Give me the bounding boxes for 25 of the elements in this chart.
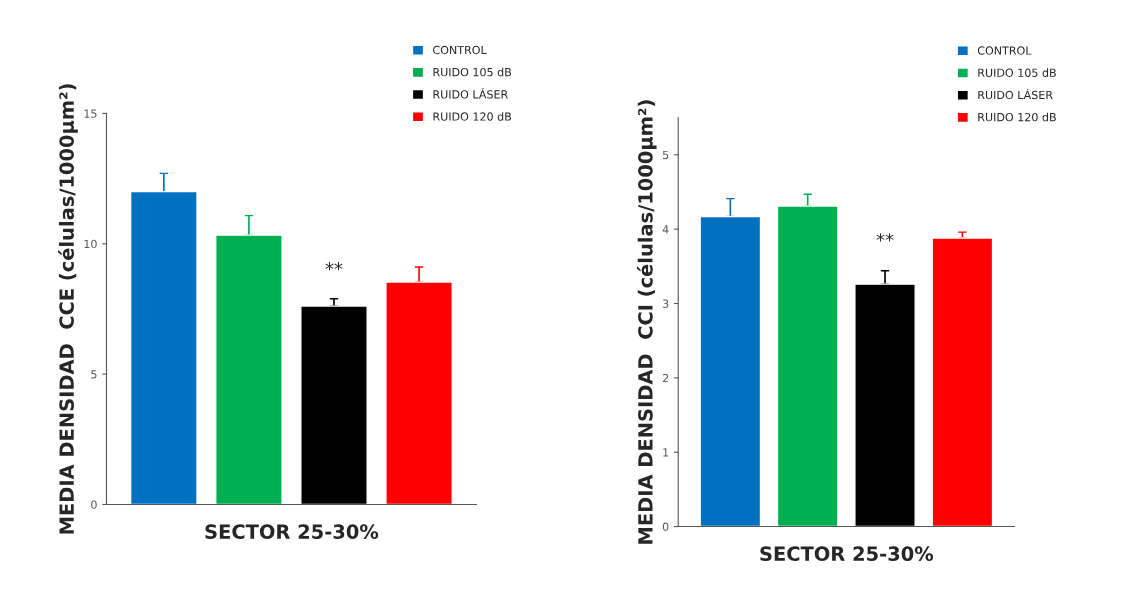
y-tick-label: 1	[663, 448, 669, 457]
legend-label: RUIDO LÁSER	[978, 88, 1053, 100]
y-axis-title: MEDIA DENSIDAD CCE (células/1000µm²)	[58, 84, 78, 534]
legend-label: CONTROL	[433, 45, 487, 55]
y-tick-label: 5	[91, 370, 97, 379]
annotation: **	[876, 233, 894, 242]
y-tick-label: 4	[662, 225, 669, 234]
y-tick-label: 5	[662, 150, 669, 160]
y-tick-label: 15	[84, 109, 97, 118]
y-tick-label: 2	[662, 373, 669, 383]
legend-label: RUIDO 105 dB	[978, 68, 1056, 77]
y-tick-label: 0	[662, 522, 669, 531]
legend-label: RUIDO LÁSER	[433, 88, 508, 99]
x-axis-title: SECTOR 25-30%	[205, 524, 379, 539]
y-axis-title: MEDIA DENSIDAD CCI (células/1000µm²)	[636, 100, 657, 544]
y-tick-label: 3	[662, 299, 669, 308]
bar	[931, 237, 994, 527]
legend-label: RUIDO 105 dB	[433, 67, 512, 77]
y-tick-label: 0	[91, 500, 97, 509]
legend-label: CONTROL	[977, 46, 1032, 55]
annotation: **	[325, 262, 343, 271]
y-tick-label: 10	[84, 239, 97, 249]
x-axis-title: SECTOR 25-30%	[760, 546, 934, 562]
legend-label: RUIDO 120 dB	[433, 112, 512, 121]
legend-label: RUIDO 120 dB	[978, 112, 1056, 122]
